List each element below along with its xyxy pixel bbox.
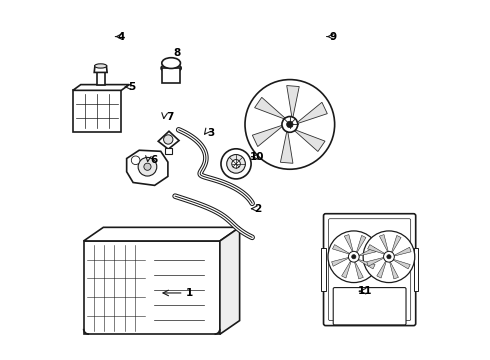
Polygon shape xyxy=(367,257,387,266)
Ellipse shape xyxy=(95,64,107,68)
Polygon shape xyxy=(73,90,122,132)
Polygon shape xyxy=(368,244,387,255)
Circle shape xyxy=(384,251,394,262)
Circle shape xyxy=(131,156,140,165)
Polygon shape xyxy=(295,102,327,125)
Circle shape xyxy=(363,231,415,283)
FancyBboxPatch shape xyxy=(323,214,416,325)
Circle shape xyxy=(287,121,293,128)
Polygon shape xyxy=(280,129,293,163)
Circle shape xyxy=(387,255,391,259)
Polygon shape xyxy=(255,97,287,120)
Polygon shape xyxy=(414,248,418,291)
Text: 5: 5 xyxy=(128,82,136,92)
Polygon shape xyxy=(97,71,104,85)
Text: 10: 10 xyxy=(250,152,265,162)
Circle shape xyxy=(245,80,335,169)
Polygon shape xyxy=(252,125,285,147)
Polygon shape xyxy=(391,258,410,269)
Circle shape xyxy=(144,163,151,170)
Ellipse shape xyxy=(162,58,180,68)
Polygon shape xyxy=(356,258,375,269)
Polygon shape xyxy=(84,227,240,241)
Polygon shape xyxy=(158,131,179,149)
Circle shape xyxy=(138,157,157,176)
Text: 3: 3 xyxy=(207,129,215,138)
Polygon shape xyxy=(293,129,325,152)
Polygon shape xyxy=(73,85,129,90)
Text: 8: 8 xyxy=(173,48,180,58)
Circle shape xyxy=(328,231,380,283)
Polygon shape xyxy=(377,258,387,278)
Text: 7: 7 xyxy=(166,112,173,122)
Polygon shape xyxy=(84,241,220,334)
Circle shape xyxy=(232,159,240,168)
Polygon shape xyxy=(342,258,352,278)
Text: 2: 2 xyxy=(254,204,261,214)
Polygon shape xyxy=(333,244,352,255)
Polygon shape xyxy=(162,68,180,83)
Text: 6: 6 xyxy=(150,155,157,165)
Polygon shape xyxy=(389,259,398,279)
FancyBboxPatch shape xyxy=(333,288,406,325)
Polygon shape xyxy=(332,257,351,266)
Circle shape xyxy=(282,117,298,132)
Text: 4: 4 xyxy=(118,32,125,41)
Polygon shape xyxy=(392,247,411,257)
Polygon shape xyxy=(165,148,172,154)
Text: 9: 9 xyxy=(329,32,337,41)
Circle shape xyxy=(348,251,359,262)
Circle shape xyxy=(227,154,245,173)
Polygon shape xyxy=(379,235,389,254)
Polygon shape xyxy=(94,66,107,72)
Text: 11: 11 xyxy=(358,286,372,296)
Ellipse shape xyxy=(161,63,181,73)
Polygon shape xyxy=(356,247,376,257)
Polygon shape xyxy=(321,248,326,291)
Polygon shape xyxy=(220,227,240,334)
Polygon shape xyxy=(354,259,363,279)
Circle shape xyxy=(221,149,251,179)
Polygon shape xyxy=(344,235,354,254)
Polygon shape xyxy=(391,235,401,255)
Polygon shape xyxy=(287,86,299,120)
Circle shape xyxy=(352,255,356,259)
Polygon shape xyxy=(126,150,168,185)
Circle shape xyxy=(164,135,173,144)
Polygon shape xyxy=(356,235,366,255)
Text: 1: 1 xyxy=(186,288,193,298)
